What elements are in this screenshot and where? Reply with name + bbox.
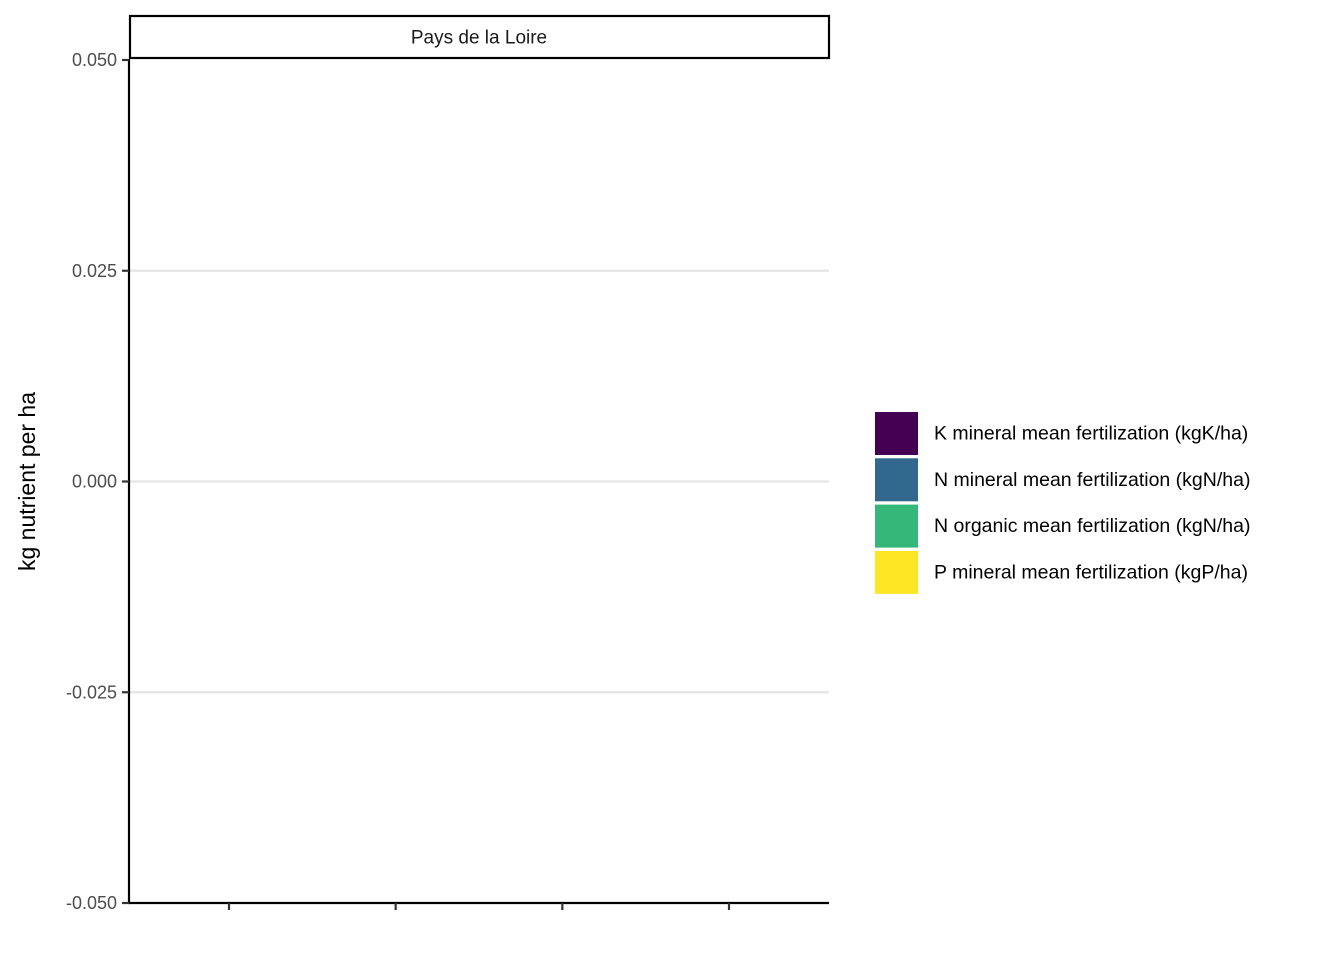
y-tick-label: -0.025 [66,682,117,702]
legend-label: N organic mean fertilization (kgN/ha) [934,515,1250,537]
gridlines [129,269,829,694]
y-tick-label: 0.050 [72,50,117,70]
y-tick-label: 0.000 [72,472,117,492]
x-ticks [227,903,731,910]
facet-strip-box [128,14,831,60]
legend-label: K mineral mean fertilization (kgK/ha) [934,423,1248,445]
legend-key [875,550,918,594]
legend-label: P mineral mean fertilization (kgP/ha) [934,561,1248,583]
legend-label: N mineral mean fertilization (kgN/ha) [934,469,1250,491]
y-axis-title: kg nutrient per ha [14,392,40,571]
y-tick-label: -0.050 [66,893,117,913]
legend-key [875,412,918,455]
facet-title: Pays de la Loire [411,28,547,49]
legend: K mineral mean fertilization (kgK/ha) N m… [875,412,1250,594]
facet-strip: Pays de la Loire [128,14,831,60]
y-ticks: 0.050 0.025 0.000 -0.025 -0.050 [66,50,129,913]
legend-key [875,504,918,548]
legend-key [875,458,918,502]
y-tick-label: 0.025 [72,261,117,281]
